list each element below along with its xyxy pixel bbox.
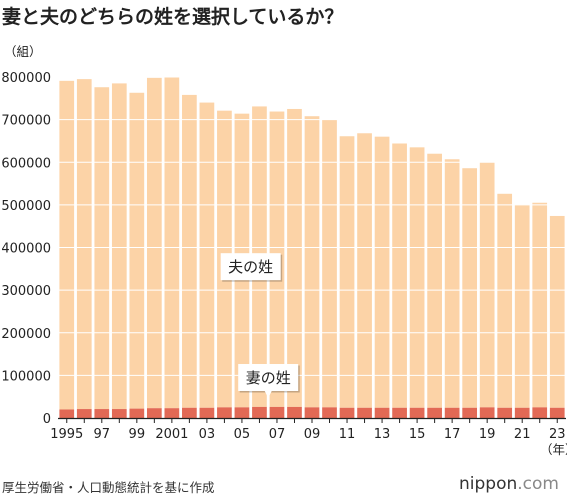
annotation-label-1: 夫の姓 — [220, 253, 283, 282]
bar-husband-2022 — [532, 202, 548, 408]
x-tick-label: 05 — [234, 427, 251, 442]
bar-husband-2015 — [409, 147, 425, 408]
y-tick-label: 200000 — [1, 327, 51, 342]
x-tick-label: 09 — [304, 427, 321, 442]
bar-wife-2015 — [409, 407, 425, 418]
bar-wife-2021 — [514, 407, 530, 418]
gridlines — [58, 76, 566, 376]
bar-wife-2019 — [479, 407, 495, 418]
y-tick-label: 0 — [43, 412, 51, 427]
bar-husband-2017 — [444, 159, 460, 408]
bar-wife-2009 — [304, 407, 320, 418]
bar-husband-2000 — [146, 77, 162, 409]
bar-husband-2019 — [479, 162, 495, 408]
bar-husband-2010 — [322, 119, 337, 408]
bar-wife-2010 — [322, 407, 337, 418]
bar-wife-2023 — [549, 407, 565, 418]
x-tick-label: 23 — [549, 427, 566, 442]
bar-wife-2011 — [339, 407, 355, 418]
x-tick-label: 1995 — [50, 427, 83, 442]
bar-husband-2016 — [427, 153, 442, 408]
y-tick-label: 100000 — [1, 369, 51, 384]
bar-wife-2020 — [497, 407, 513, 418]
x-tick-label: 19 — [479, 427, 496, 442]
bar-wife-2003 — [199, 407, 215, 418]
bar-wife-2014 — [392, 407, 407, 418]
x-tick-label: 21 — [514, 427, 531, 442]
y-tick-label: 700000 — [1, 114, 51, 129]
brand-name: nippon — [459, 474, 518, 494]
x-axis-ticks: 1995 97 99 2001 03 05 07 09 11 13 15 17 19 21 23 — [50, 418, 566, 442]
bar-wife-2013 — [374, 407, 390, 418]
x-tick-label: 97 — [94, 427, 111, 442]
bar-wife-2001 — [164, 408, 180, 418]
x-tick-label: 15 — [409, 427, 426, 442]
bar-husband-2021 — [514, 204, 530, 408]
y-tick-label: 500000 — [1, 199, 51, 214]
bar-wife-1996 — [76, 409, 92, 418]
source-note: 厚生労働省・人口動態統計を基に作成 — [2, 480, 215, 495]
bar-wife-1998 — [111, 409, 127, 418]
chart-title: 妻と夫のどちらの姓を選択しているか？ — [2, 6, 344, 28]
bar-wife-1999 — [129, 408, 145, 418]
bar-husband-2013 — [374, 136, 390, 408]
y-axis-unit-label: （組） — [4, 44, 42, 59]
x-tick-label: 2001 — [155, 427, 188, 442]
bar-wife-2008 — [287, 406, 302, 418]
x-tick-label: 07 — [269, 427, 286, 442]
bar-husband-1996 — [76, 79, 92, 410]
bar-wife-2006 — [252, 406, 267, 418]
bar-husband-1997 — [94, 87, 110, 410]
bars-group — [59, 77, 565, 418]
bar-husband-2001 — [164, 77, 180, 409]
bar-wife-2007 — [269, 406, 285, 418]
bar-husband-2011 — [339, 136, 355, 408]
bar-wife-2004 — [217, 407, 232, 418]
bar-wife-1997 — [94, 409, 110, 418]
brand-tld: .com — [517, 474, 559, 494]
y-tick-label: 800000 — [1, 71, 51, 86]
x-tick-label: 17 — [444, 427, 461, 442]
bar-husband-2023 — [549, 215, 565, 408]
y-tick-label: 300000 — [1, 284, 51, 299]
bar-husband-1999 — [129, 92, 145, 409]
bar-husband-2008 — [287, 108, 302, 407]
annotation-box — [220, 253, 281, 281]
annotation-box — [238, 364, 299, 392]
x-tick-label: 13 — [374, 427, 391, 442]
y-tick-label: 600000 — [1, 156, 51, 171]
bar-wife-2012 — [357, 407, 372, 418]
annotation-text: 妻の姓 — [246, 369, 291, 387]
x-tick-label: 99 — [129, 427, 146, 442]
annotation-pointer — [264, 390, 273, 399]
bar-husband-1995 — [59, 80, 75, 410]
x-tick-label: 03 — [199, 427, 216, 442]
bar-wife-2000 — [146, 408, 162, 418]
bar-husband-1998 — [111, 83, 127, 410]
bar-wife-2005 — [234, 407, 250, 418]
bar-wife-2022 — [532, 407, 548, 418]
bar-wife-2002 — [182, 407, 197, 418]
bar-husband-2003 — [199, 102, 215, 408]
bar-husband-2002 — [182, 94, 197, 408]
x-tick-label: 11 — [339, 427, 356, 442]
annotation-label-2: 妻の姓 — [238, 364, 300, 399]
bar-wife-1995 — [59, 409, 75, 418]
y-axis-ticks: 0 100000 200000 300000 400000 500000 600000 700… — [1, 71, 51, 427]
y-tick-label: 400000 — [1, 242, 51, 257]
bar-wife-2018 — [462, 407, 478, 418]
annotation-text: 夫の姓 — [228, 258, 273, 276]
brand-logo: nippon.com — [459, 474, 559, 494]
bar-husband-2018 — [462, 168, 478, 408]
bar-husband-2009 — [304, 116, 320, 408]
bar-wife-2017 — [444, 407, 460, 418]
bar-husband-2012 — [357, 133, 372, 408]
x-axis-unit-label: （年） — [540, 442, 567, 457]
bar-husband-2014 — [392, 143, 407, 408]
bar-wife-2016 — [427, 407, 442, 418]
